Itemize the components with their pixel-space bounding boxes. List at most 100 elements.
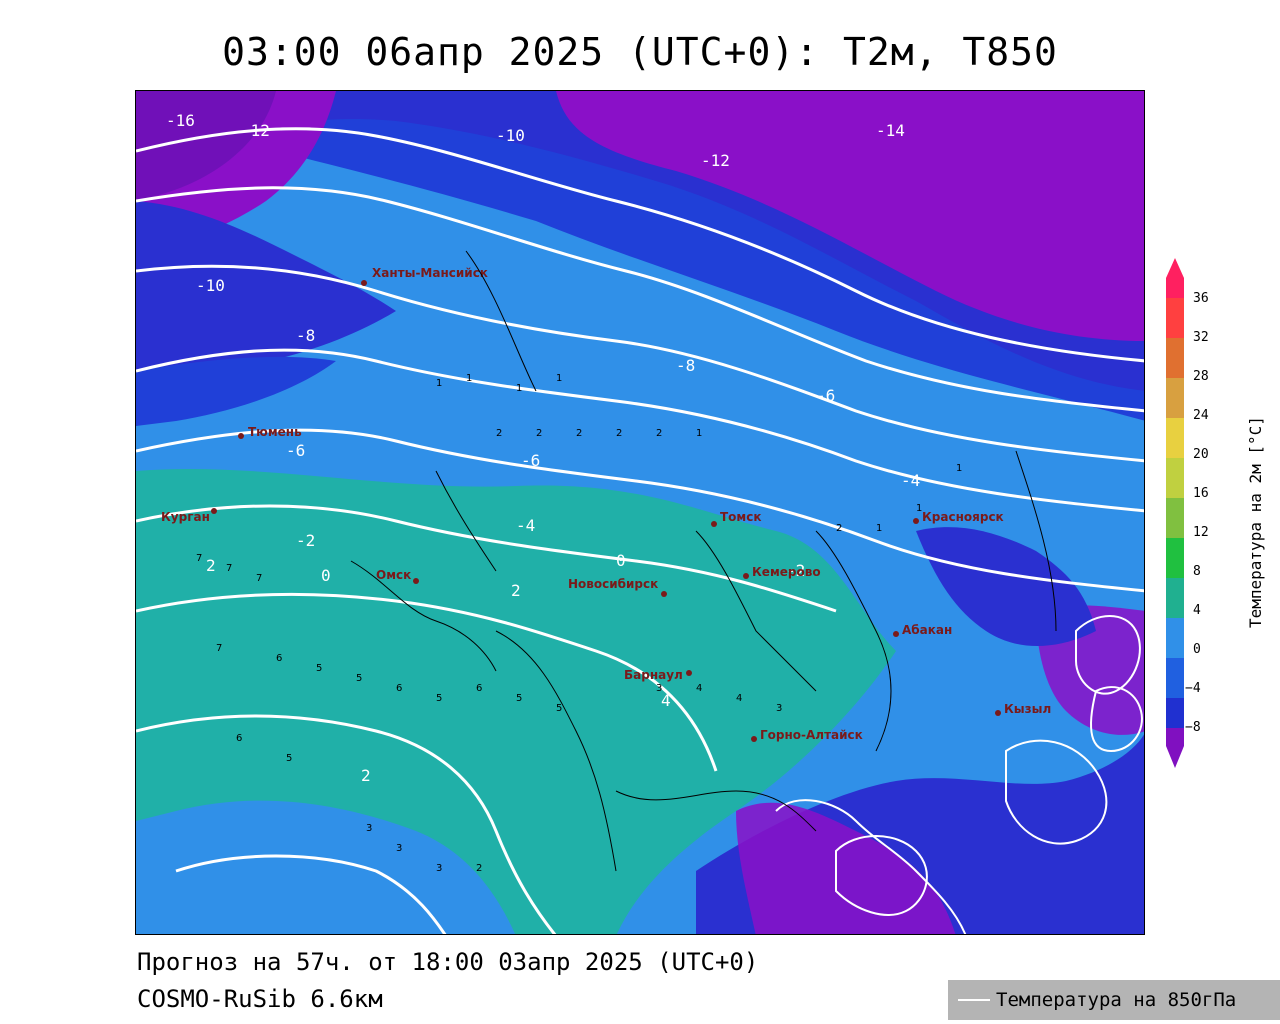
colorbar-tick: 24 (1193, 408, 1209, 423)
iso-label: -4 (901, 471, 920, 490)
colorbar-tick: 20 (1193, 447, 1209, 462)
svg-text:6: 6 (236, 733, 242, 744)
map-title: 03:00 06апр 2025 (UTC+0): Т2м, Т850 (222, 30, 1058, 74)
svg-text:2: 2 (476, 863, 482, 874)
band-dark-blue-west (136, 201, 396, 381)
iso-label: -16 (166, 111, 195, 130)
svg-text:1: 1 (956, 463, 962, 474)
iso-label: -10 (196, 276, 225, 295)
forecast-info: Прогноз на 57ч. от 18:00 03апр 2025 (UTC… (137, 948, 759, 976)
iso-label: -2 (786, 561, 805, 580)
contour-legend: Температура на 850гПа (948, 980, 1280, 1020)
svg-text:1: 1 (696, 428, 702, 439)
iso-label: -6 (816, 386, 835, 405)
iso-label: -10 (496, 126, 525, 145)
city-label: Красноярск (922, 510, 1004, 524)
svg-text:2: 2 (536, 428, 542, 439)
colorbar-tick: 28 (1193, 369, 1209, 384)
svg-text:7: 7 (196, 553, 202, 564)
svg-text:5: 5 (436, 693, 442, 704)
iso-label: -14 (876, 121, 905, 140)
svg-text:3: 3 (366, 823, 372, 834)
isotherms-850 (136, 127, 1144, 934)
iso-label: 2 (511, 581, 521, 600)
svg-text:1: 1 (436, 378, 442, 389)
band-blue-west (136, 356, 336, 426)
colorbar-tick: −4 (1185, 681, 1201, 696)
svg-text:2: 2 (616, 428, 622, 439)
iso-label: 2 (361, 766, 371, 785)
svg-text:1: 1 (876, 523, 882, 534)
svg-text:3: 3 (396, 843, 402, 854)
colorbar-ticks: 36 32 28 24 20 16 12 8 4 0 −4 −8 (1185, 291, 1209, 735)
iso-label: 4 (661, 691, 671, 710)
colorbar-tick: 32 (1193, 330, 1209, 345)
colorbar-title: Температура на 2м [°C] (1246, 416, 1265, 628)
svg-text:7: 7 (226, 563, 232, 574)
isotherms-complex (775, 615, 1143, 934)
svg-text:1: 1 (916, 503, 922, 514)
t2m-values: 1 1 1 1 2 2 2 2 2 1 7 7 7 7 6 5 5 6 5 6 5 5 6 5 3 3 3… (196, 373, 962, 874)
city-label: Томск (720, 510, 762, 524)
city-label: Новосибирск (568, 577, 658, 591)
svg-text:1: 1 (556, 373, 562, 384)
iso-label: 0 (616, 551, 626, 570)
contour-swatch (958, 999, 990, 1001)
colorbar-tick: 36 (1193, 291, 1209, 306)
iso-label: -12 (701, 151, 730, 170)
city-label: Тюмень (248, 425, 302, 439)
band-krasnoyarsk-blue (916, 527, 1096, 646)
svg-text:6: 6 (476, 683, 482, 694)
temperature-field: -16 -14 -12 -12 -10 -10 -8 -8 -6 -6 -6 -… (136, 91, 1144, 934)
city-label: Кызыл (1004, 702, 1051, 716)
svg-text:6: 6 (396, 683, 402, 694)
city-label: Абакан (902, 623, 952, 637)
svg-text:5: 5 (316, 663, 322, 674)
iso-label: -8 (676, 356, 695, 375)
contour-legend-label: Температура на 850гПа (996, 989, 1237, 1011)
colorbar-tick: 12 (1193, 525, 1209, 540)
svg-text:3: 3 (436, 863, 442, 874)
svg-text:3: 3 (776, 703, 782, 714)
iso-label: -2 (296, 531, 315, 550)
colorbar (1166, 258, 1184, 768)
svg-text:5: 5 (286, 753, 292, 764)
band-kazakh-blue (136, 800, 516, 934)
iso-label: -6 (521, 451, 540, 470)
colorbar-tick: 0 (1193, 642, 1201, 657)
svg-text:4: 4 (696, 683, 702, 694)
model-info: COSMO-RuSib 6.6км (137, 985, 383, 1013)
svg-text:1: 1 (466, 373, 472, 384)
svg-text:5: 5 (516, 693, 522, 704)
band-mountain-purple (736, 802, 956, 934)
svg-text:7: 7 (256, 573, 262, 584)
colorbar-tick: 16 (1193, 486, 1209, 501)
iso-label: -6 (286, 441, 305, 460)
svg-text:5: 5 (556, 703, 562, 714)
iso-label: -12 (241, 121, 270, 140)
colorbar-tick: 4 (1193, 603, 1201, 618)
iso-label: 2 (206, 556, 216, 575)
svg-text:7: 7 (216, 643, 222, 654)
city-label: Кемерово (752, 565, 821, 579)
colorbar-tick: 8 (1193, 564, 1201, 579)
city-label: Ханты-Мансийск (372, 266, 488, 280)
band-deep-purple (136, 91, 276, 201)
admin-borders (350, 250, 1057, 872)
svg-text:2: 2 (836, 523, 842, 534)
svg-text:1: 1 (516, 383, 522, 394)
weather-map: -16 -14 -12 -12 -10 -10 -8 -8 -6 -6 -6 -… (135, 90, 1145, 935)
iso-label: -8 (296, 326, 315, 345)
city-label: Барнаул (624, 668, 683, 682)
iso-label: 0 (321, 566, 331, 585)
svg-text:2: 2 (496, 428, 502, 439)
svg-text:2: 2 (576, 428, 582, 439)
colorbar-tick: −8 (1185, 720, 1201, 735)
band-purple-north (136, 91, 1144, 341)
svg-text:2: 2 (656, 428, 662, 439)
city-label: Омск (376, 568, 411, 582)
city-markers: Ханты-Мансийск Тюмень Курган Омск Новоси… (161, 266, 1051, 742)
svg-text:4: 4 (736, 693, 742, 704)
svg-text:6: 6 (276, 653, 282, 664)
city-label: Горно-Алтайск (760, 728, 863, 742)
